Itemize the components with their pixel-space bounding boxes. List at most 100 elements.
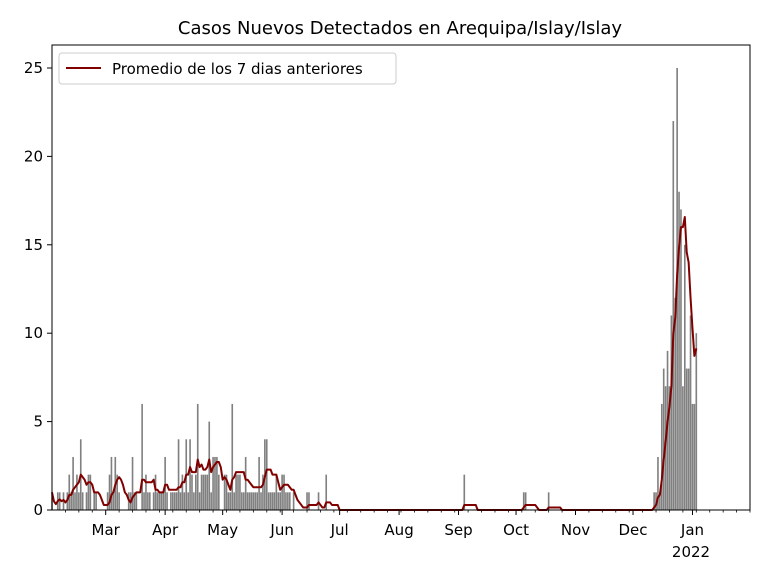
bar [242,492,245,510]
bar [254,492,257,510]
bar [269,492,272,510]
bar [145,474,147,510]
bar [678,191,680,510]
bar [181,474,184,510]
x-year-label: 2022 [672,543,710,561]
bar [108,474,111,510]
bar [195,474,197,510]
bar [248,492,251,510]
bar [72,456,74,510]
bar [281,474,283,510]
bar [292,492,295,510]
bar [683,244,686,511]
bar [156,492,159,510]
bar-series [51,67,698,511]
bar [189,439,191,510]
bar [179,492,182,510]
bar [258,456,260,510]
bar [463,474,466,510]
bar [158,492,161,510]
bar [691,403,694,510]
bar [308,492,310,510]
bar [141,403,143,510]
bar [87,474,90,510]
bar [135,492,138,510]
bar [95,492,97,510]
bar [285,492,287,510]
bar [173,492,176,510]
bar [175,492,178,510]
bar [277,492,280,510]
bar [218,474,220,510]
bar [524,492,527,510]
bar [685,368,688,510]
bar [246,492,249,510]
bar [76,474,78,510]
bar [659,492,661,510]
bar [239,474,241,510]
bar [223,474,226,510]
bar [672,121,675,510]
x-tick-label: Jul [330,521,349,539]
x-tick-label: Jun [269,521,293,539]
bar [187,492,189,510]
bar [78,492,80,510]
x-tick-label: Oct [503,521,529,539]
bar [241,492,243,510]
y-tick-label: 20 [24,147,43,165]
bar [325,474,328,510]
bar [166,492,168,510]
y-axis: 0 5 10 15 20 25 [24,59,52,519]
bar [260,492,262,510]
bar [214,456,216,510]
bar [233,492,235,510]
bar [657,456,659,510]
bar [275,474,278,510]
bar [162,492,165,510]
bar [680,209,682,510]
bar [660,403,663,510]
plot-frame [51,44,751,511]
bar [279,492,282,510]
bar [164,456,166,510]
bar [85,492,88,510]
bar [229,492,232,510]
bar [287,492,289,510]
bar [693,403,696,510]
bar [244,456,247,510]
bar [202,474,205,510]
bar [682,386,684,510]
bar [653,492,655,510]
bar [193,492,195,510]
x-tick-label: Mar [92,521,121,539]
bar [68,474,71,510]
bar [250,492,253,510]
bar [110,456,113,510]
bar [231,403,234,510]
bar [237,474,239,510]
y-tick-label: 0 [33,501,43,519]
bar [58,492,61,510]
bar [74,492,76,510]
bar [225,474,228,510]
bar [116,474,119,510]
x-tick-label: Jan [680,521,704,539]
x-tick-label: Dec [619,521,648,539]
bar [204,474,207,510]
bar [206,474,209,510]
bar [547,492,550,510]
bar [212,456,214,510]
y-tick-label: 10 [24,324,43,342]
bar [148,492,151,510]
x-tick-label: May [207,521,238,539]
bar [147,492,149,510]
bar [687,368,690,510]
bar [267,492,270,510]
bar [227,492,230,510]
moving-average-line [51,216,698,511]
bar [265,439,268,510]
bar [198,492,201,510]
bar [695,333,698,510]
bar [152,492,155,510]
x-tick-label: Nov [561,521,590,539]
